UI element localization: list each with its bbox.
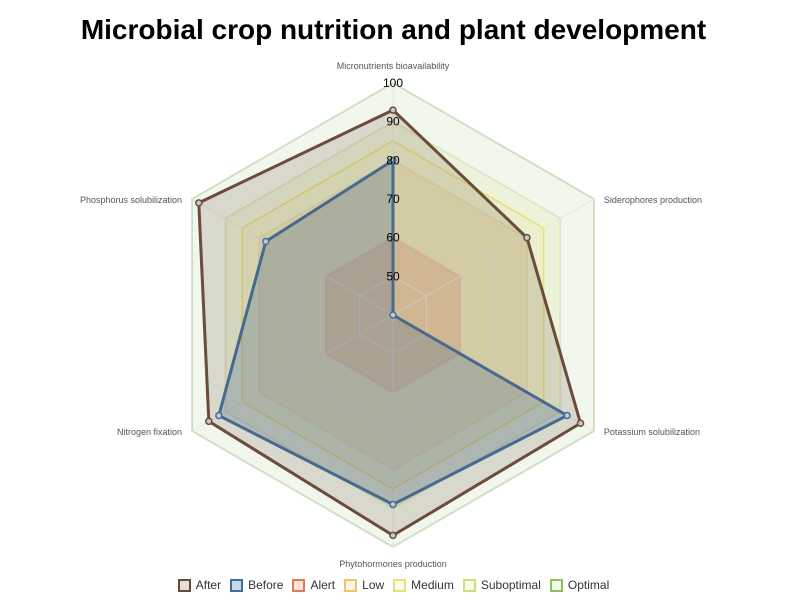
- legend-label: Low: [362, 578, 385, 592]
- point-before: [563, 411, 571, 420]
- point-after: [205, 417, 213, 426]
- legend-item-alert[interactable]: Alert: [292, 578, 335, 592]
- legend-label: Alert: [310, 578, 336, 592]
- legend-item-optimal[interactable]: Optimal: [549, 578, 610, 592]
- axis-label-potassium-solubilization: Potassium solubilization: [604, 427, 700, 437]
- legend-swatch: [230, 578, 244, 592]
- legend-swatch: [549, 578, 563, 592]
- point-before: [389, 156, 397, 165]
- legend-label: Optimal: [567, 578, 610, 592]
- tick-label: 100: [383, 76, 403, 90]
- axis-label-nitrogen-fixation: Nitrogen fixation: [117, 427, 182, 437]
- point-after: [523, 233, 531, 242]
- point-before: [389, 311, 397, 319]
- data-markers: [195, 106, 585, 540]
- chart-title: Microbial crop nutrition and plant devel…: [80, 14, 707, 45]
- tick-label: 50: [386, 269, 400, 283]
- legend-label: After: [195, 578, 222, 592]
- legend-label: Medium: [411, 578, 454, 592]
- legend-swatch: [292, 578, 306, 592]
- point-after: [195, 199, 203, 207]
- legend-item-before[interactable]: Before: [230, 578, 283, 592]
- tick-label: 80: [386, 153, 400, 167]
- legend-swatch: [177, 578, 191, 592]
- axis-label-phytohormones-production: Phytohormones production: [339, 559, 447, 569]
- legend-swatch: [462, 578, 476, 592]
- axis-spoke: [191, 314, 394, 432]
- tick-label: 60: [386, 231, 400, 245]
- legend-item-suboptimal[interactable]: Suboptimal: [462, 578, 541, 592]
- legend-item-after[interactable]: After: [177, 578, 222, 592]
- legend-label: Before: [248, 578, 284, 592]
- point-before: [389, 500, 397, 509]
- legend-item-low[interactable]: Low: [344, 578, 384, 592]
- legend-item-medium[interactable]: Medium: [393, 578, 454, 592]
- point-after: [389, 531, 397, 540]
- legend-swatch: [344, 578, 358, 592]
- tick-label: 70: [386, 192, 400, 206]
- radial-tick-labels: 50 60 70 80 90 100: [383, 76, 403, 283]
- legend-label: Suboptimal: [480, 578, 541, 592]
- point-after: [576, 419, 585, 428]
- point-before: [262, 237, 270, 246]
- legend-swatch: [393, 578, 407, 592]
- tick-label: 90: [386, 115, 400, 129]
- point-after: [389, 106, 397, 114]
- legend: After Before Alert Low Medium Suboptimal Optim…: [0, 578, 787, 592]
- axis-spoke: [392, 198, 595, 316]
- point-before: [215, 411, 223, 420]
- axis-spoke: [191, 198, 394, 316]
- axis-labels: Micronutrients bioavailability Siderophor…: [80, 61, 702, 569]
- axis-label-siderophores-production: Siderophores production: [604, 195, 702, 205]
- axis-label-phosphorus-solubilization: Phosphorus solubilization: [80, 195, 182, 205]
- axis-label-micronutrients-bioavailability: Micronutrients bioavailability: [337, 61, 450, 71]
